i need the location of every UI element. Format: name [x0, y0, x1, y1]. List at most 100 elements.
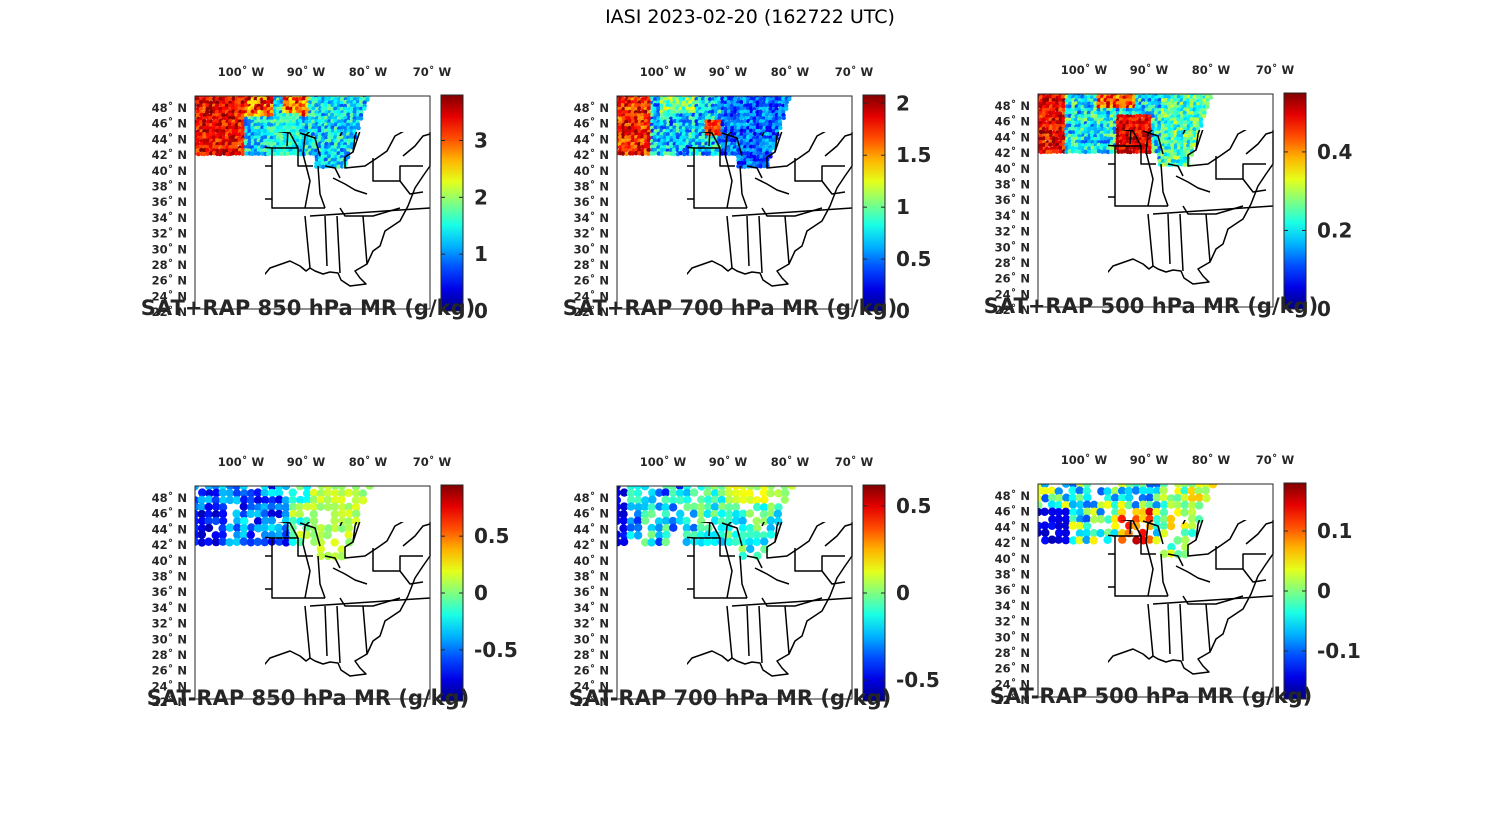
lat-tick-label: 36˚ N [995, 192, 1030, 207]
colorbar-tick-label: 0 [474, 299, 488, 323]
lat-tick-label: 44˚ N [152, 131, 187, 146]
lon-tick-label: 80˚ W [349, 64, 388, 79]
lat-tick-label: 28˚ N [995, 645, 1030, 660]
map-figure: 100˚ W 90˚ W 80˚ W 70˚ W 48˚ N46˚ N44˚ N42˚ … [995, 62, 1353, 321]
lat-tick-label: 46˚ N [995, 114, 1030, 129]
colorbar-tick-label: 1 [474, 242, 488, 266]
lat-tick-label: 34˚ N [152, 210, 187, 225]
lat-tick-label: 38˚ N [574, 179, 609, 194]
colorbar [440, 94, 464, 312]
colorbar [1283, 92, 1307, 310]
panel-title: SAT+RAP 850 hPa MR (g/kg) [140, 296, 476, 320]
lat-tick-label: 34˚ N [574, 210, 609, 225]
lat-tick-label: 28˚ N [152, 257, 187, 272]
lat-tick-label: 24˚ N [995, 286, 1030, 301]
colorbar-tick-label: 0 [1317, 579, 1331, 603]
lon-tick-label: 70˚ W [413, 64, 452, 79]
lat-tick-label: 38˚ N [995, 567, 1030, 582]
map-frame-border [616, 95, 853, 310]
colorbar-tick-label: 0 [896, 581, 910, 605]
lat-tick-label: 24˚ N [995, 676, 1030, 691]
lat-tick-label: 30˚ N [152, 241, 187, 256]
lat-tick-label: 40˚ N [574, 163, 609, 178]
lat-tick-label: 30˚ N [995, 239, 1030, 254]
panel-title: SAT-RAP 700 hPa MR (g/kg) [568, 686, 892, 710]
swath-observations [617, 96, 792, 169]
lat-tick-label: 28˚ N [574, 257, 609, 272]
lat-tick-label: 34˚ N [152, 600, 187, 615]
lat-tick-label: 32˚ N [574, 616, 609, 631]
lat-tick-label: 38˚ N [152, 569, 187, 584]
panel-title: SAT+RAP 500 hPa MR (g/kg) [983, 294, 1319, 318]
lat-tick-label: 34˚ N [574, 600, 609, 615]
lat-tick-label: 48˚ N [152, 490, 187, 505]
lat-tick-label: 22˚ N [995, 302, 1030, 317]
map-frame-border [194, 95, 431, 310]
lat-tick-label: 44˚ N [152, 521, 187, 536]
lon-tick-label: 100˚ W [640, 64, 687, 79]
panel-title: SAT-RAP 500 hPa MR (g/kg) [989, 684, 1313, 708]
lat-tick-label: 38˚ N [995, 177, 1030, 192]
lat-tick-label: 40˚ N [995, 551, 1030, 566]
lat-tick-label: 36˚ N [152, 194, 187, 209]
lat-tick-label: 28˚ N [995, 255, 1030, 270]
lat-tick-label: 32˚ N [574, 226, 609, 241]
lat-tick-label: 40˚ N [152, 553, 187, 568]
lon-tick-label: 90˚ W [709, 64, 748, 79]
swath-observations [195, 96, 371, 170]
lon-tick-label: 80˚ W [771, 64, 810, 79]
colorbar-tick-label: -0.1 [1317, 639, 1361, 663]
colorbar-tick-label: 0.4 [1317, 140, 1352, 164]
lat-tick-label: 22˚ N [152, 304, 187, 319]
lat-tick-label: 46˚ N [574, 116, 609, 131]
map-panel: 100˚ W 90˚ W 80˚ W 70˚ W 48˚ N 46˚ N 44˚ N 42˚ … [125, 450, 545, 750]
lat-tick-label: 48˚ N [995, 488, 1030, 503]
colorbar-tick-label: 1.5 [896, 143, 931, 167]
lat-tick-label: 22˚ N [152, 694, 187, 709]
lat-tick-label: 48˚ N [152, 100, 187, 115]
map-figure: 100˚ W 90˚ W 80˚ W 70˚ W 48˚ N46˚ N44˚ N42˚ … [574, 64, 932, 323]
lat-tick-label: 36˚ N [574, 584, 609, 599]
lat-tick-label: 22˚ N [574, 304, 609, 319]
lat-tick-label: 24˚ N [152, 678, 187, 693]
lat-tick-label: 42˚ N [995, 535, 1030, 550]
lat-tick-label: 26˚ N [574, 663, 609, 678]
map-frame-border [194, 485, 431, 700]
lon-tick-label: 70˚ W [1256, 62, 1295, 77]
state-boundaries [687, 522, 853, 677]
lat-tick-label: 26˚ N [995, 271, 1030, 286]
lat-tick-label: 30˚ N [574, 631, 609, 646]
colorbar-tick-label: -0.5 [474, 638, 518, 662]
swath-observations [1038, 484, 1218, 559]
map-figure: 100˚ W 90˚ W 80˚ W 70˚ W 48˚ N46˚ N44˚ N42˚ … [152, 64, 488, 323]
lon-tick-label: 80˚ W [349, 454, 388, 469]
lat-tick-label: 46˚ N [152, 116, 187, 131]
map-figure: 100˚ W 90˚ W 80˚ W 70˚ W 48˚ N46˚ N44˚ N42˚ … [574, 454, 940, 709]
colorbar-tick-label: 0.5 [474, 524, 509, 548]
lat-tick-label: 26˚ N [995, 661, 1030, 676]
colorbar-tick-label: 0 [474, 581, 488, 605]
lon-tick-label: 100˚ W [218, 454, 265, 469]
map-panel: 100˚ W 90˚ W 80˚ W 70˚ W 48˚ N 46˚ N 44˚ N 42˚ … [968, 448, 1388, 748]
state-boundaries [1108, 130, 1274, 285]
lon-tick-label: 90˚ W [287, 454, 326, 469]
lat-tick-label: 40˚ N [574, 553, 609, 568]
panel-title: SAT+RAP 700 hPa MR (g/kg) [562, 296, 898, 320]
colorbar-tick-label: 0 [896, 299, 910, 323]
lat-tick-label: 32˚ N [995, 614, 1030, 629]
lon-tick-label: 100˚ W [640, 454, 687, 469]
lat-tick-label: 42˚ N [574, 537, 609, 552]
lat-tick-label: 22˚ N [574, 694, 609, 709]
lon-tick-label: 100˚ W [1061, 62, 1108, 77]
map-frame-border [1037, 93, 1274, 308]
lat-tick-label: 42˚ N [995, 145, 1030, 160]
colorbar-tick-label: 0 [1317, 297, 1331, 321]
lat-tick-label: 26˚ N [152, 663, 187, 678]
lat-tick-label: 28˚ N [152, 647, 187, 662]
colorbar-tick-label: 2 [474, 185, 488, 209]
lat-tick-label: 30˚ N [574, 241, 609, 256]
figure-title: IASI 2023-02-20 (162722 UTC) [605, 6, 895, 28]
map-panel: 100˚ W 90˚ W 80˚ W 70˚ W 48˚ N 46˚ N 44˚ N 42˚ … [125, 60, 545, 360]
lat-tick-label: 44˚ N [995, 519, 1030, 534]
lat-tick-label: 32˚ N [152, 616, 187, 631]
